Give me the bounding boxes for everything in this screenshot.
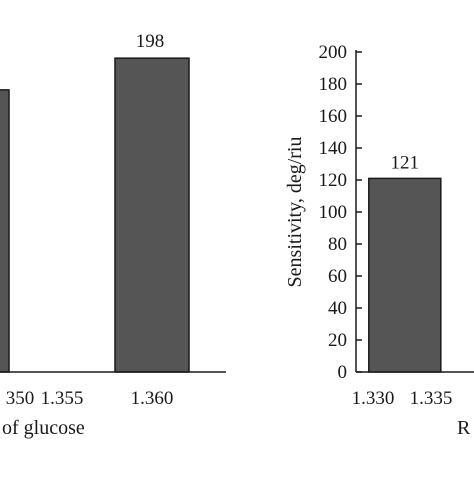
y-tick-label: 80: [328, 234, 347, 255]
x-tick-label: 1.330: [352, 388, 395, 409]
data-label: 198: [136, 31, 165, 52]
x-tick-label: 350: [6, 388, 35, 409]
y-tick-label: 140: [319, 138, 348, 159]
y-tick-label: 180: [319, 74, 348, 95]
y-tick-label: 160: [319, 106, 348, 127]
y-tick-label: 60: [328, 266, 347, 287]
y-tick-label: 120: [319, 170, 348, 191]
y-axis-label: Sensitivity, deg/riu: [284, 137, 306, 288]
x-tick-label: 1.335: [410, 388, 453, 409]
x-tick-label: 1.360: [131, 388, 174, 409]
y-tick-label: 40: [328, 298, 347, 319]
y-tick-label: 20: [328, 330, 347, 351]
bar: [0, 89, 10, 373]
x-tick-label: 1.355: [41, 388, 84, 409]
y-tick-label: 100: [319, 202, 348, 223]
x-axis-label: of glucose: [2, 417, 85, 439]
data-label: 121: [391, 152, 420, 173]
x-axis-label: R: [457, 417, 471, 439]
bar: [368, 177, 442, 373]
y-tick-label: 200: [319, 42, 348, 63]
right-panel: 0 20 40 60 80 100 120 140 160 180 200 121 1.330 1.335…: [284, 42, 474, 439]
bar: [114, 57, 190, 373]
y-tick-label: 0: [338, 362, 348, 383]
